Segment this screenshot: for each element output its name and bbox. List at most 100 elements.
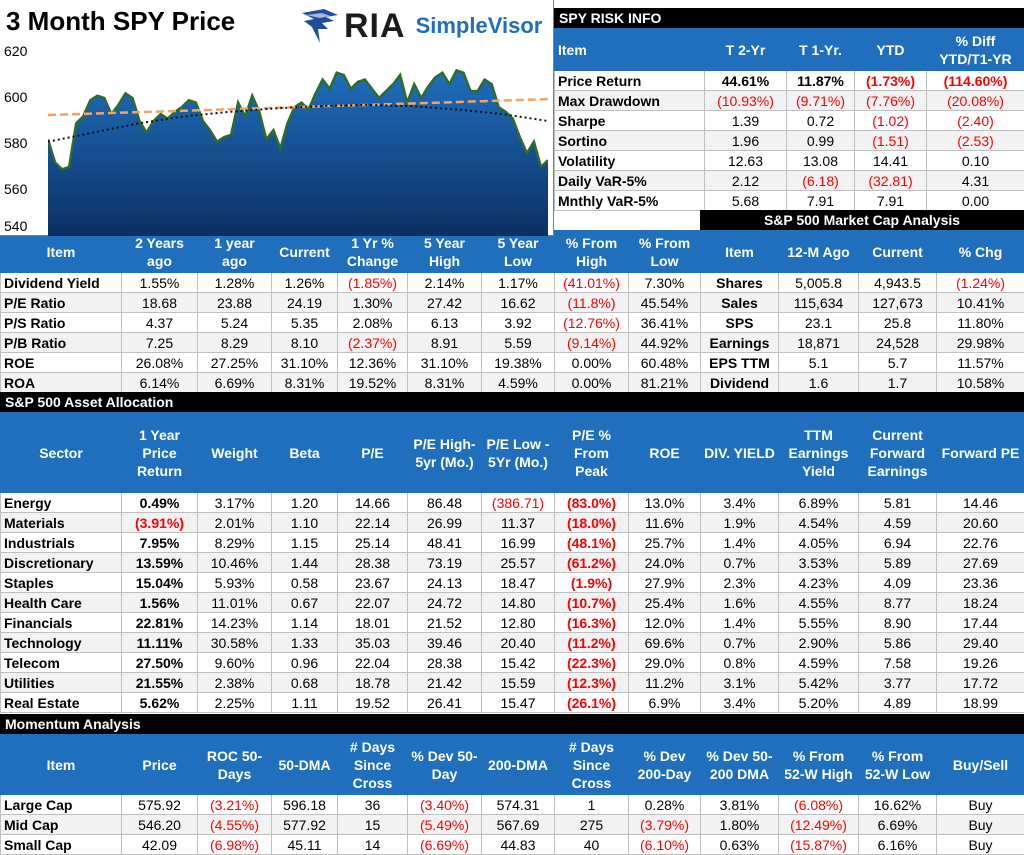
allocation-cell: 3.77 [858, 672, 937, 693]
allocation-cell: 27.69 [936, 552, 1024, 573]
valuation-cell: (1.85%) [337, 272, 408, 293]
marketcap-row-label: Sales [700, 292, 779, 313]
allocation-header-11: Current Forward Earnings [858, 412, 937, 493]
table-row: Large Cap 575.92 (3.21%) 596.18 36 (3.40%) 574… [0, 794, 1024, 815]
valuation-cell: 44.92% [628, 332, 701, 353]
allocation-cell: 14.80 [481, 592, 555, 613]
marketcap-row-label: Shares [700, 272, 779, 293]
risk-header-1: T 2-Yr [704, 28, 787, 71]
momentum-header-row: Item Price ROC 50-Days 50-DMA # Days Since C… [0, 734, 1024, 795]
table-row: Sortino 1.96 0.99 (1.51) (2.53) [554, 130, 1024, 151]
momentum-header-9: % Dev 50-200 DMA [700, 734, 779, 795]
allocation-cell: 73.19 [407, 552, 482, 573]
allocation-cell: 1.14 [271, 612, 338, 633]
allocation-header-3: Beta [271, 412, 338, 493]
risk-cell: 7.91 [854, 190, 927, 211]
allocation-cell: 1.20 [271, 492, 338, 513]
allocation-cell: 16.99 [481, 532, 555, 553]
marketcap-cell: 10.41% [936, 292, 1024, 313]
table-row: Sales 115,634 127,673 10.41% [700, 292, 1024, 313]
allocation-cell: 24.0% [628, 552, 701, 573]
allocation-cell: 0.68 [271, 672, 338, 693]
valuation-cell: 0.00% [554, 372, 629, 393]
allocation-cell: (10.7%) [554, 592, 629, 613]
allocation-cell: 14.23% [197, 612, 272, 633]
valuation-cell: 60.48% [628, 352, 701, 373]
momentum-cell: 0.28% [628, 794, 701, 815]
allocation-cell: 1.15 [271, 532, 338, 553]
allocation-cell: (386.71) [481, 492, 555, 513]
valuation-row-label: Dividend Yield [0, 272, 122, 293]
allocation-row-label: Staples [0, 572, 122, 593]
valuation-cell: 6.14% [121, 372, 198, 393]
marketcap-cell: 1.7 [858, 372, 937, 393]
risk-cell: (2.40) [926, 110, 1024, 131]
valuation-cell: 19.52% [337, 372, 408, 393]
allocation-cell: (26.1%) [554, 692, 629, 713]
valuation-header-1: 2 Years ago [121, 230, 198, 273]
risk-cell: (32.81) [854, 170, 927, 191]
allocation-cell: 4.55% [778, 592, 859, 613]
allocation-cell: 27.50% [121, 652, 198, 673]
valuation-cell: 24.19 [271, 292, 338, 313]
marketcap-header-3: % Chg [936, 230, 1024, 273]
allocation-cell: 1.33 [271, 632, 338, 653]
valuation-cell: 6.69% [197, 372, 272, 393]
momentum-cell: 575.92 [121, 794, 198, 815]
momentum-cell: 0.63% [700, 834, 779, 855]
valuation-cell: 4.59% [481, 372, 555, 393]
marketcap-header-1: 12-M Ago [778, 230, 859, 273]
momentum-header-10: % From 52-W High [778, 734, 859, 795]
marketcap-cell: 25.8 [858, 312, 937, 333]
valuation-cell: 8.31% [271, 372, 338, 393]
momentum-cell: (3.79%) [628, 814, 701, 835]
risk-section-title: SPY RISK INFO [554, 8, 1024, 28]
risk-cell: 5.68 [704, 190, 787, 211]
valuation-cell: 36.41% [628, 312, 701, 333]
allocation-cell: 24.13 [407, 572, 482, 593]
table-row: SPS 23.1 25.8 11.80% [700, 312, 1024, 333]
risk-row-label: Max Drawdown [554, 90, 705, 111]
allocation-cell: 3.4% [700, 492, 779, 513]
allocation-cell: 3.53% [778, 552, 859, 573]
marketcap-cell: 127,673 [858, 292, 937, 313]
risk-cell: 1.39 [704, 110, 787, 131]
allocation-cell: 1.11 [271, 692, 338, 713]
allocation-cell: 22.07 [337, 592, 408, 613]
allocation-cell: 25.57 [481, 552, 555, 573]
eagle-logo-icon [302, 9, 338, 43]
allocation-cell: 30.58% [197, 632, 272, 653]
allocation-cell: 18.78 [337, 672, 408, 693]
momentum-header-11: % From 52-W Low [858, 734, 937, 795]
marketcap-cell: 11.80% [936, 312, 1024, 333]
valuation-header-4: 1 Yr % Change [337, 230, 408, 273]
table-row: Dividend Yield 1.55% 1.28% 1.26% (1.85%) 2.14… [0, 272, 701, 293]
y-tick-label: 560 [4, 181, 28, 197]
allocation-cell: (61.2%) [554, 552, 629, 573]
table-row: Shares 5,005.8 4,943.5 (1.24%) [700, 272, 1024, 293]
allocation-header-1: 1 Year Price Return [121, 412, 198, 493]
y-tick-label: 600 [4, 89, 28, 105]
allocation-cell: 4.59% [778, 652, 859, 673]
momentum-header-6: 200-DMA [481, 734, 555, 795]
table-row: ROA 6.14% 6.69% 8.31% 19.52% 8.31% 4.59% 0.00% 8… [0, 372, 701, 393]
y-tick-label: 540 [4, 218, 28, 234]
marketcap-header-0: Item [700, 230, 779, 273]
table-row: Price Return 44.61% 11.87% (1.73%) (114.60%) [554, 70, 1024, 91]
allocation-cell: 5.89 [858, 552, 937, 573]
allocation-cell: 35.03 [337, 632, 408, 653]
allocation-cell: 39.46 [407, 632, 482, 653]
momentum-cell: (6.10%) [628, 834, 701, 855]
allocation-row-label: Financials [0, 612, 122, 633]
allocation-cell: 0.67 [271, 592, 338, 613]
momentum-header-5: % Dev 50-Day [407, 734, 482, 795]
allocation-cell: 5.62% [121, 692, 198, 713]
allocation-cell: 23.67 [337, 572, 408, 593]
momentum-header-4: # Days Since Cross [337, 734, 408, 795]
valuation-header-8: % From Low [628, 230, 701, 273]
allocation-cell: 17.72 [936, 672, 1024, 693]
valuation-cell: 26.08% [121, 352, 198, 373]
momentum-cell: 14 [337, 834, 408, 855]
marketcap-cell: 5,005.8 [778, 272, 859, 293]
allocation-cell: 18.24 [936, 592, 1024, 613]
